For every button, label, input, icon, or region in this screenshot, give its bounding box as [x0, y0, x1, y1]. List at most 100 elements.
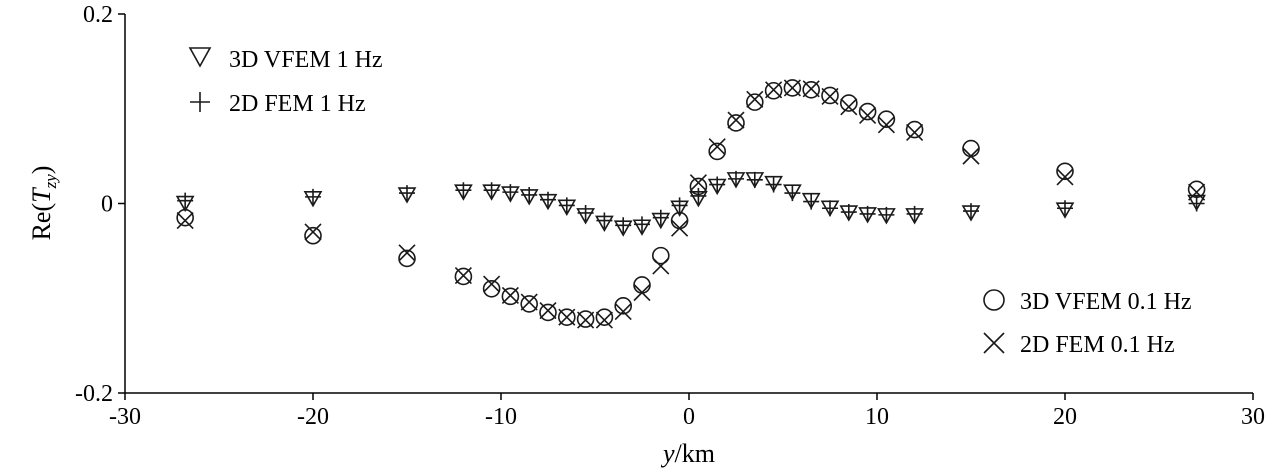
data-point-circle	[576, 310, 595, 328]
data-point-circle	[454, 267, 473, 286]
data-point-circle	[501, 287, 520, 306]
y-tick-label: 0.2	[83, 2, 113, 28]
data-point-x	[689, 174, 707, 192]
data-point-plus	[840, 204, 857, 221]
legend-item-2d-fem-1hz: 2D FEM 1 Hz	[190, 91, 366, 117]
data-point-circle	[557, 308, 576, 327]
data-point-x	[821, 87, 839, 105]
data-point-plus	[577, 204, 594, 221]
data-point-plus	[521, 186, 538, 203]
y-axis-title-suffix: )	[27, 166, 56, 175]
series-x	[176, 79, 1206, 329]
data-point-circle	[839, 94, 858, 112]
data-point-circle	[708, 142, 727, 161]
data-point-x	[906, 123, 924, 142]
data-point-plus	[455, 182, 472, 199]
data-point-plus	[906, 205, 923, 222]
data-point-x	[877, 116, 895, 134]
data-point-plus	[822, 200, 838, 217]
data-point-x	[727, 111, 745, 129]
data-point-plus	[671, 197, 688, 214]
y-axis-title-subscript: zy	[41, 174, 60, 190]
x-tick-label: -30	[109, 404, 141, 430]
data-point-circle	[651, 246, 670, 265]
data-point-plus	[690, 187, 707, 204]
data-point-plus	[728, 170, 744, 187]
data-point-x	[501, 286, 519, 304]
legend-label-3d-vfem-01hz: 3D VFEM 0.1 Hz	[1020, 289, 1192, 315]
x-axis-title: y/km	[660, 439, 715, 468]
data-markers	[175, 79, 1206, 329]
data-point-circle	[1187, 180, 1206, 199]
data-point-circle	[783, 79, 802, 97]
data-point-x	[520, 293, 538, 311]
data-point-x	[1188, 183, 1206, 201]
data-point-circle	[398, 249, 416, 268]
data-point-circle	[745, 93, 764, 111]
x-tick-label: 10	[865, 404, 889, 430]
legend-label-3d-vfem-1hz: 3D VFEM 1 Hz	[229, 47, 383, 73]
data-point-x	[614, 302, 632, 321]
data-point-circle	[304, 226, 322, 245]
x-axis-title-unit: /km	[675, 439, 715, 468]
data-point-circle	[595, 308, 614, 327]
data-point-circle	[727, 114, 745, 132]
data-point-plus	[634, 216, 650, 233]
data-point-circle	[905, 120, 924, 139]
data-point-plus	[803, 193, 820, 210]
data-point-x	[859, 106, 877, 124]
data-point-x	[1056, 168, 1074, 186]
data-point-circle	[962, 139, 980, 158]
data-point-x	[708, 138, 726, 156]
data-point-x	[962, 147, 980, 165]
x-tick-label: 20	[1053, 404, 1077, 430]
x-tick-label: -20	[297, 404, 329, 430]
data-point-x	[176, 211, 194, 230]
legend-marker-plus	[190, 92, 210, 112]
data-point-x	[398, 244, 416, 262]
x-tick-label: 30	[1241, 404, 1265, 430]
data-point-plus	[502, 184, 519, 201]
legend-bottom-right: 3D VFEM 0.1 Hz 2D FEM 0.1 Hz	[983, 289, 1192, 358]
x-tick-label: 0	[683, 404, 695, 430]
data-point-plus	[784, 185, 801, 202]
data-point-circle	[1056, 162, 1074, 181]
data-point-plus	[652, 209, 669, 226]
data-point-plus	[765, 176, 782, 193]
data-point-circle	[520, 295, 539, 313]
data-point-circle	[539, 303, 557, 322]
data-point-plus	[878, 206, 895, 223]
data-point-x	[539, 302, 557, 320]
data-point-plus	[399, 185, 415, 202]
x-tick-label: -10	[485, 404, 517, 430]
data-point-x	[746, 90, 764, 108]
data-point-circle	[821, 86, 839, 105]
data-point-x	[783, 79, 801, 97]
data-point-circle	[877, 110, 896, 128]
data-point-plus	[1057, 200, 1073, 217]
data-point-x	[765, 81, 783, 99]
data-point-circle	[614, 297, 633, 315]
x-axis-title-var: y	[660, 439, 675, 468]
data-point-plus	[596, 212, 613, 229]
data-point-plus	[305, 188, 321, 205]
legend-marker-x	[983, 332, 1005, 354]
y-axis-title: Re(Tzy)	[27, 166, 60, 241]
data-point-plus	[540, 191, 556, 208]
data-point-circle	[176, 208, 194, 227]
data-point-circle	[633, 276, 651, 294]
legend-marker-triangle-down	[188, 47, 212, 68]
data-point-x	[633, 283, 651, 302]
data-point-plus	[1188, 195, 1205, 212]
data-point-plus	[746, 171, 763, 188]
data-point-x	[483, 275, 501, 293]
x-ticks: -30 -20 -10 0 10 20 30	[109, 393, 1265, 430]
data-point-x	[671, 219, 689, 237]
legend-item-3d-vfem-01hz: 3D VFEM 0.1 Hz	[983, 289, 1192, 315]
legend-top-left: 3D VFEM 1 Hz 2D FEM 1 Hz	[188, 47, 383, 117]
y-axis-title-var: T	[27, 187, 56, 203]
data-point-plus	[615, 217, 632, 234]
data-point-x	[304, 223, 322, 241]
data-point-plus	[709, 176, 726, 193]
